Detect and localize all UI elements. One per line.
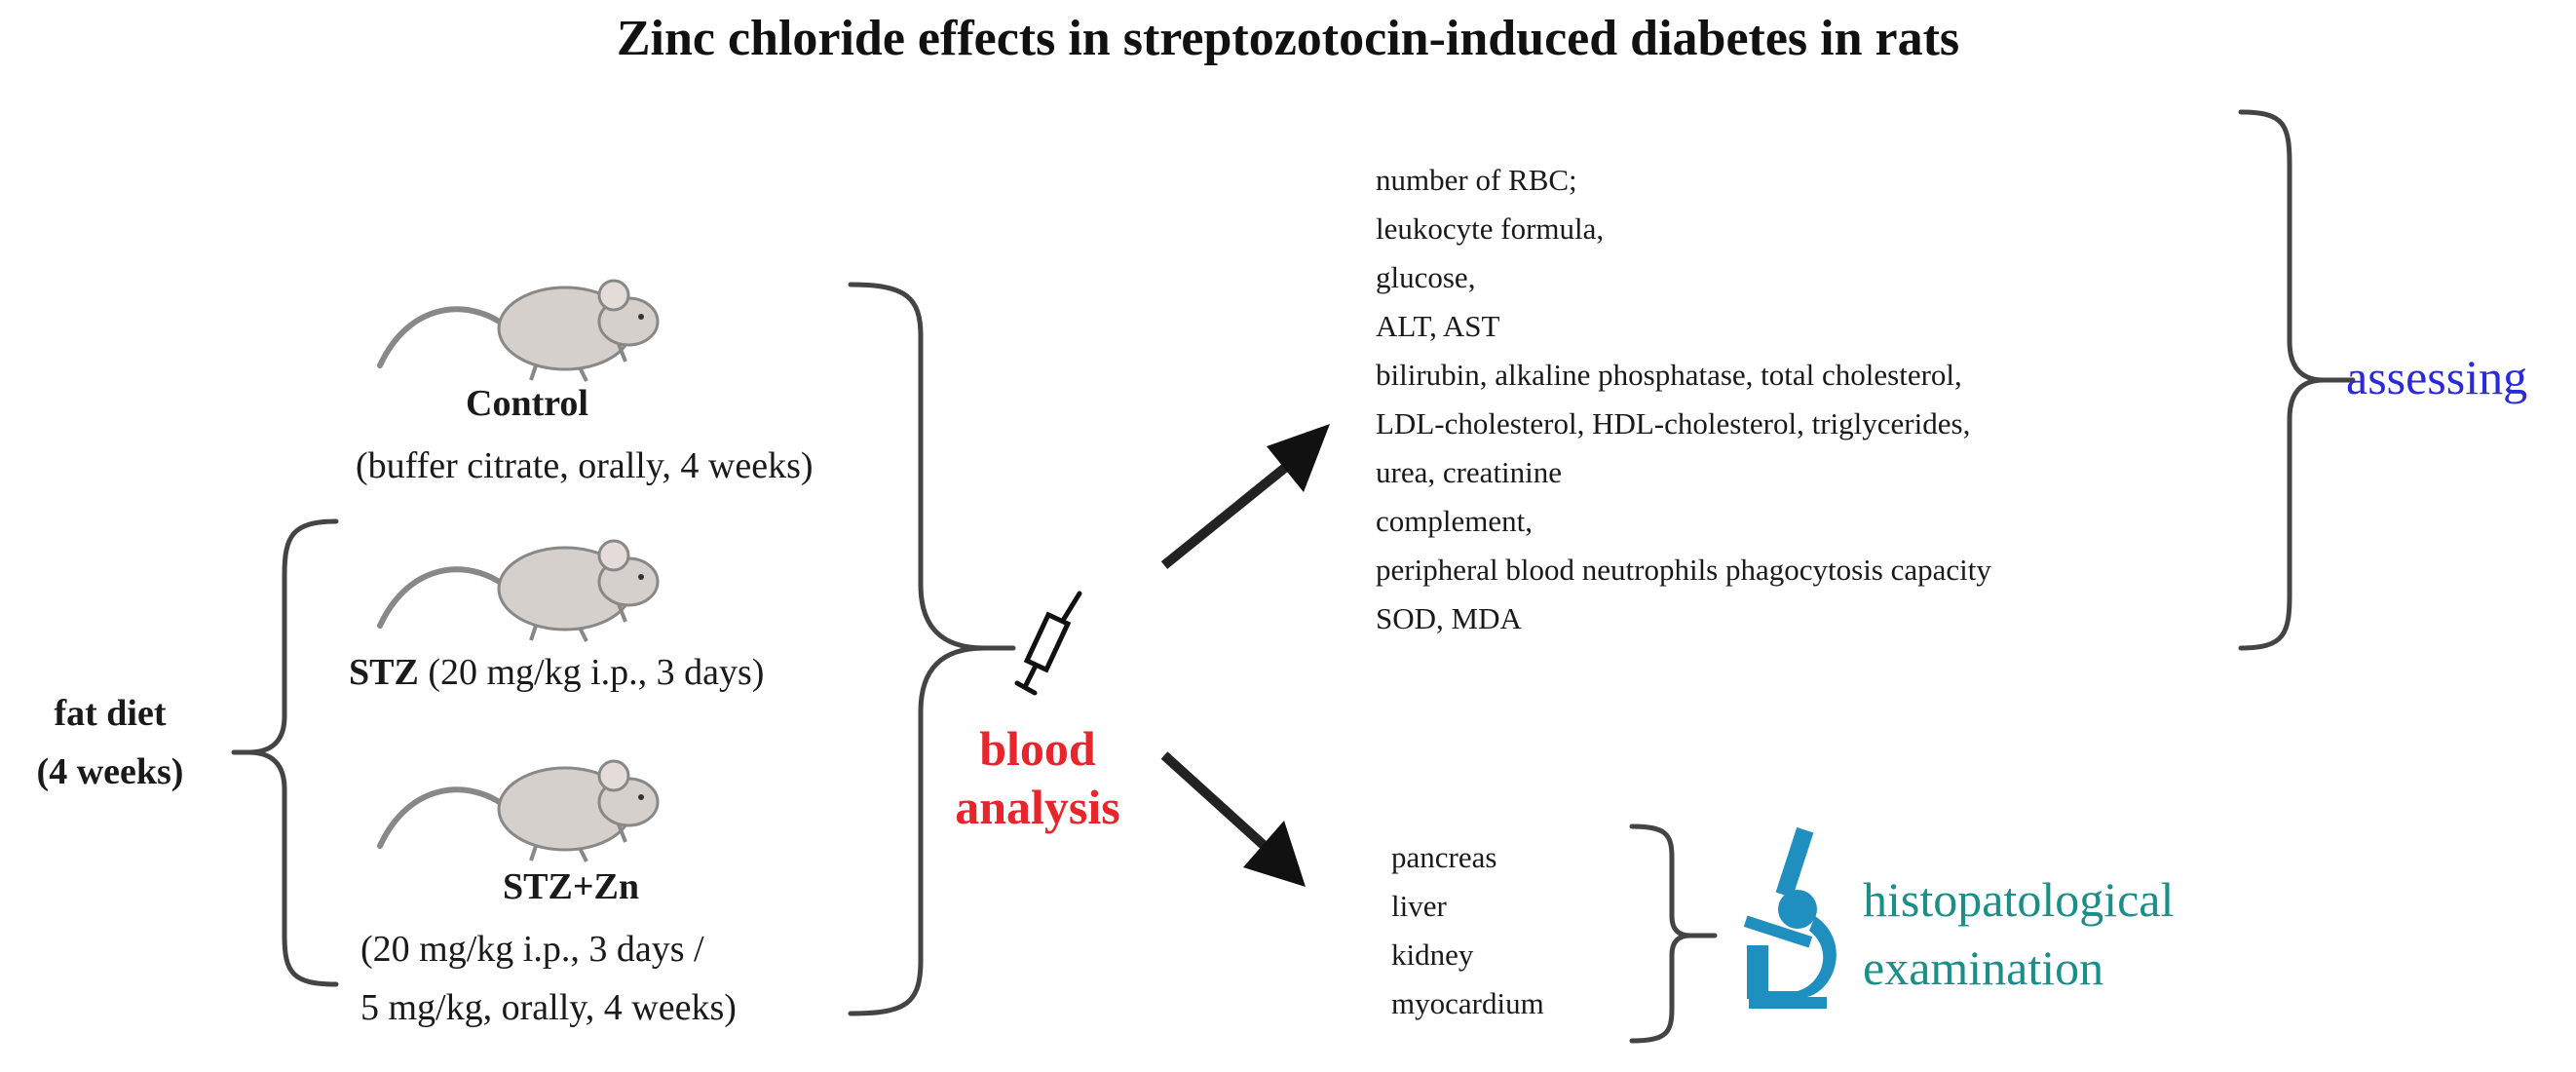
parameter-item: complement, (1376, 504, 1533, 538)
parameter-item: urea, creatinine (1376, 455, 1563, 489)
arrow-up-line (1160, 459, 1295, 569)
parameter-item: LDL-cholesterol, HDL-cholesterol, trigly… (1376, 406, 1971, 440)
arrow-down-line (1160, 751, 1270, 852)
rat-icon (377, 539, 660, 642)
organ-item: pancreas (1391, 840, 1497, 874)
group-name-stz: STZ (349, 652, 419, 693)
diagram-title: Zinc chloride effects in streptozotocin-… (616, 11, 1960, 66)
histo-line2: examination (1863, 940, 2104, 995)
parameter-item: SOD, MDA (1376, 601, 1522, 635)
fat-diet-line1: fat diet (54, 693, 167, 734)
rat-icon (377, 279, 660, 382)
blood-analysis-label: blood analysis (935, 719, 1140, 836)
group-desc-stz-zn-line2: 5 mg/kg, orally, 4 weeks) (360, 987, 737, 1028)
microscope-icon (1743, 826, 1837, 1009)
organ-item: liver (1391, 889, 1447, 923)
group-desc-control: (buffer citrate, orally, 4 weeks) (356, 445, 814, 486)
organs-list: pancreas liver kidney myocardium (1391, 833, 1544, 1028)
parameter-item: peripheral blood neutrophils phagocytosi… (1376, 553, 1991, 587)
group-name-stz-zn: STZ+Zn (503, 866, 639, 907)
groups-bracket (848, 282, 1016, 1016)
blood-analysis-line1: blood (979, 721, 1096, 776)
organ-item: myocardium (1391, 986, 1544, 1020)
parameter-item: leukocyte formula, (1376, 211, 1605, 246)
parameter-item: ALT, AST (1376, 309, 1500, 343)
fat-diet-line2: (4 weeks) (36, 751, 184, 792)
parameters-bracket (2238, 109, 2336, 651)
parameter-item: bilirubin, alkaline phosphatase, total c… (1376, 358, 1962, 392)
syringe-icon (1014, 591, 1082, 696)
histo-line1: histopatological (1863, 872, 2175, 927)
fat-diet-label: fat diet (4 weeks) (8, 684, 212, 801)
fat-diet-brace (231, 518, 339, 987)
group-label-stz: STZ (20 mg/kg i.p., 3 days) (349, 651, 764, 694)
parameter-item: number of RBC; (1376, 163, 1577, 197)
histo-label: histopatological examination (1863, 865, 2174, 1002)
rat-icon (377, 759, 660, 862)
organ-item: kidney (1391, 938, 1474, 972)
group-name-control: Control (466, 383, 588, 424)
arrow-down-head (1243, 821, 1306, 887)
parameters-list: number of RBC; leukocyte formula, glucos… (1376, 156, 1991, 643)
group-desc-stz: (20 mg/kg i.p., 3 days) (428, 652, 765, 693)
parameter-item: glucose, (1376, 260, 1476, 294)
arrow-up-head (1267, 424, 1330, 492)
group-desc-stz-zn-line1: (20 mg/kg i.p., 3 days / (360, 929, 704, 970)
blood-analysis-line2: analysis (955, 780, 1120, 834)
assessing-label: assessing (2346, 350, 2528, 404)
